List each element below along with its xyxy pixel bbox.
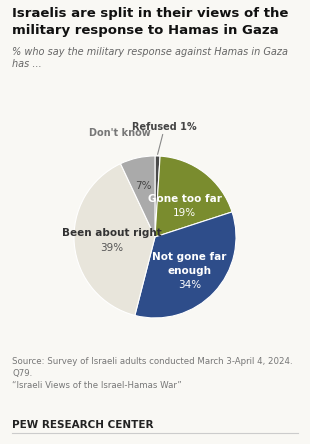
Text: Been about right: Been about right — [62, 228, 161, 238]
Text: military response to Hamas in Gaza: military response to Hamas in Gaza — [12, 24, 279, 37]
Wedge shape — [74, 164, 155, 315]
Text: Gone too far: Gone too far — [148, 194, 222, 203]
Text: Don't know: Don't know — [89, 127, 151, 138]
Text: Refused 1%: Refused 1% — [132, 122, 197, 155]
Text: 19%: 19% — [173, 208, 196, 218]
Wedge shape — [155, 156, 232, 237]
Wedge shape — [121, 156, 155, 237]
Text: Israelis are split in their views of the: Israelis are split in their views of the — [12, 7, 289, 20]
Text: Source: Survey of Israeli adults conducted March 3-April 4, 2024.
Q79.
“Israeli : Source: Survey of Israeli adults conduct… — [12, 357, 293, 390]
Wedge shape — [135, 212, 236, 318]
Text: Not gone far: Not gone far — [152, 252, 226, 262]
Text: 39%: 39% — [100, 242, 123, 253]
Text: enough: enough — [167, 266, 211, 276]
Text: PEW RESEARCH CENTER: PEW RESEARCH CENTER — [12, 420, 154, 430]
Text: % who say the military response against Hamas in Gaza
has ...: % who say the military response against … — [12, 47, 288, 69]
Text: 7%: 7% — [135, 181, 152, 190]
Text: 34%: 34% — [178, 280, 201, 289]
Wedge shape — [155, 156, 160, 237]
